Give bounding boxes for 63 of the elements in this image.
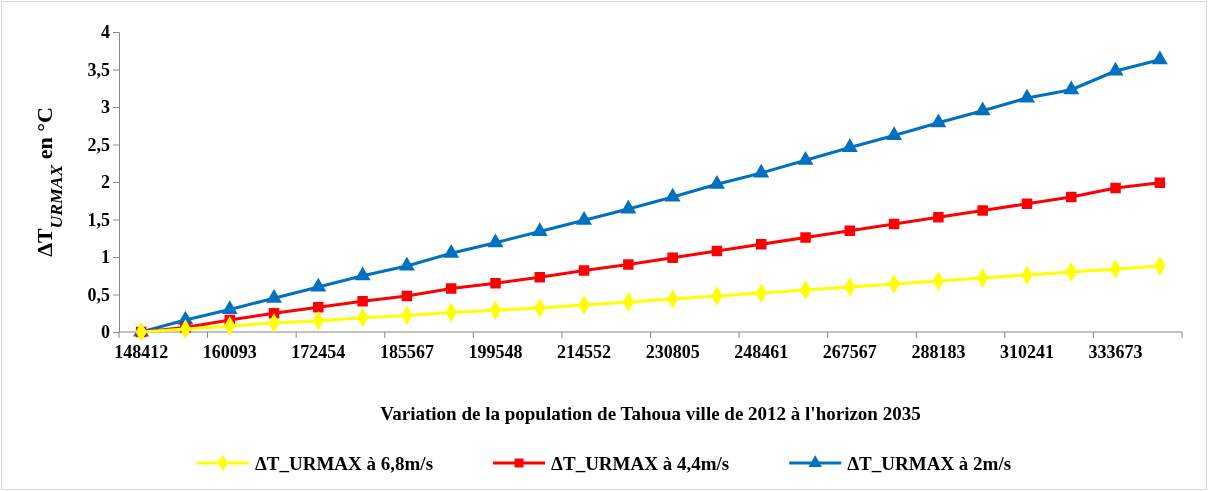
y-tick-label: 1 — [101, 247, 110, 268]
point — [490, 278, 501, 289]
legend-label: ΔT_URMAX à 2m/s — [847, 453, 1012, 474]
x-tick-label: 333673 — [1088, 342, 1143, 362]
point — [620, 199, 637, 214]
point — [623, 259, 634, 270]
y-tick-label: 3 — [101, 97, 110, 118]
point — [401, 290, 413, 302]
x-tick-label: 214552 — [557, 342, 612, 362]
point — [531, 222, 548, 237]
point — [354, 266, 371, 281]
x-tick-label: 267567 — [822, 342, 877, 362]
point — [1066, 191, 1077, 203]
point — [313, 302, 324, 313]
point — [841, 138, 858, 153]
point — [664, 187, 681, 202]
x-tick-label: 160093 — [202, 342, 257, 362]
x-tick-label: 148412 — [114, 342, 169, 362]
point — [1063, 80, 1080, 95]
point — [487, 233, 504, 248]
point — [443, 244, 460, 258]
y-tick-label: 4 — [101, 22, 110, 43]
point — [1107, 61, 1124, 76]
point — [888, 218, 900, 230]
y-tick-label: 3,5 — [87, 59, 110, 80]
y-tick-label: 1,5 — [87, 209, 110, 230]
point — [886, 126, 903, 141]
y-tick-label: 0,5 — [87, 284, 110, 305]
point — [576, 211, 593, 225]
x-tick-label: 248461 — [734, 342, 789, 362]
point — [1019, 88, 1035, 103]
point — [755, 239, 767, 250]
point — [974, 101, 991, 116]
point — [844, 225, 856, 236]
x-tick-label: 172454 — [291, 342, 346, 362]
y-tick-label: 0 — [101, 322, 110, 343]
point — [1151, 50, 1168, 65]
y-tick-label: 2,5 — [87, 134, 110, 155]
point — [578, 265, 590, 276]
x-axis-title: Variation de la population de Tahoua ville de 2012 à l'horizon 2035 — [380, 403, 921, 424]
point — [933, 212, 944, 223]
point — [1110, 182, 1121, 194]
point — [711, 245, 723, 257]
point — [1154, 177, 1166, 188]
point — [534, 272, 546, 283]
point — [797, 151, 814, 165]
x-tick-label: 185567 — [379, 342, 434, 362]
point — [977, 205, 988, 216]
legend-label: ΔT_URMAX à 4,4m/s — [551, 453, 730, 474]
point — [445, 283, 457, 294]
point — [357, 296, 368, 307]
point — [930, 113, 947, 128]
x-tick-label: 288183 — [911, 342, 966, 362]
legend-label: ΔT_URMAX à 6,8m/s — [254, 453, 434, 474]
x-tick-label: 199548 — [468, 342, 523, 362]
point — [1021, 198, 1033, 209]
point — [753, 163, 770, 178]
x-tick-label: 310241 — [999, 342, 1054, 362]
point — [800, 232, 811, 243]
point — [708, 175, 725, 189]
y-tick-label: 2 — [101, 172, 110, 193]
point — [667, 252, 678, 263]
x-tick-label: 230805 — [645, 342, 700, 362]
